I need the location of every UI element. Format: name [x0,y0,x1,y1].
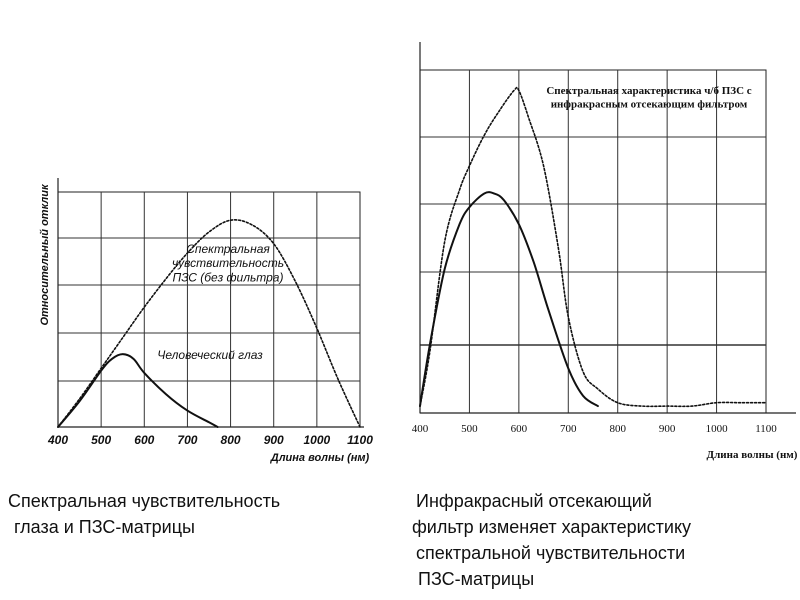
chart2-x-tick-label: 800 [609,423,626,435]
chart1-y-axis-label: Относительный отклик [39,183,51,326]
caption-left-line-1: Спектральная чувствительность [8,491,281,511]
chart1-series-solid-line [57,353,219,428]
chart2-x-tick-label: 600 [511,423,528,435]
caption-right-line-3: спектральной чувствительности [416,543,686,563]
chart2-x-tick-label: 700 [560,423,577,435]
chart2-x-tick-label: 500 [461,423,478,435]
chart1-annotation: чувствительность [172,256,284,270]
chart1-annotation: ПЗС (без фильтра) [173,270,284,284]
chart1-annotation: Спектральная [186,242,270,256]
chart2-series-solid-line [419,191,599,408]
chart2-x-tick-label: 1000 [706,423,729,435]
chart1-x-tick-label: 500 [91,433,111,447]
chart1-x-tick-label: 1100 [347,433,373,447]
chart2-series-dotted-line [419,86,767,408]
chart2-x-tick-label: 1100 [755,423,777,435]
caption-right-line-4: ПЗС-матрицы [418,569,535,589]
chart2-annotation: Спектральная характеристика ч/б ПЗС с [546,85,751,97]
chart2-x-axis-label: Длина волны (нм) [707,449,798,461]
chart1-series-dotted-line [57,219,361,428]
chart1-x-tick-label: 600 [134,433,154,447]
chart1-frame [57,191,361,428]
chart1-x-tick-label: 700 [177,433,197,447]
chart2-x-tick-label: 400 [412,423,429,435]
caption-right-line-2: фильтр изменяет характеристику [412,517,692,537]
chart1-x-tick-label: 800 [221,433,241,447]
chart2-x-tick-label: 900 [659,423,676,435]
chart1-x-axis-label: Длина волны (нм) [270,452,370,464]
chart2-annotation: инфракрасным отсекающим фильтром [551,99,748,111]
chart2-frame [419,69,767,414]
chart1-x-tick-label: 1000 [304,433,331,447]
chart1-x-tick-label: 900 [264,433,284,447]
caption-left-line-2: глаза и ПЗС-матрицы [14,517,195,537]
chart1-x-tick-label: 400 [47,433,68,447]
caption-right-line-1: Инфракрасный отсекающий [416,491,652,511]
chart1-annotation: Человеческий глаз [157,348,263,362]
